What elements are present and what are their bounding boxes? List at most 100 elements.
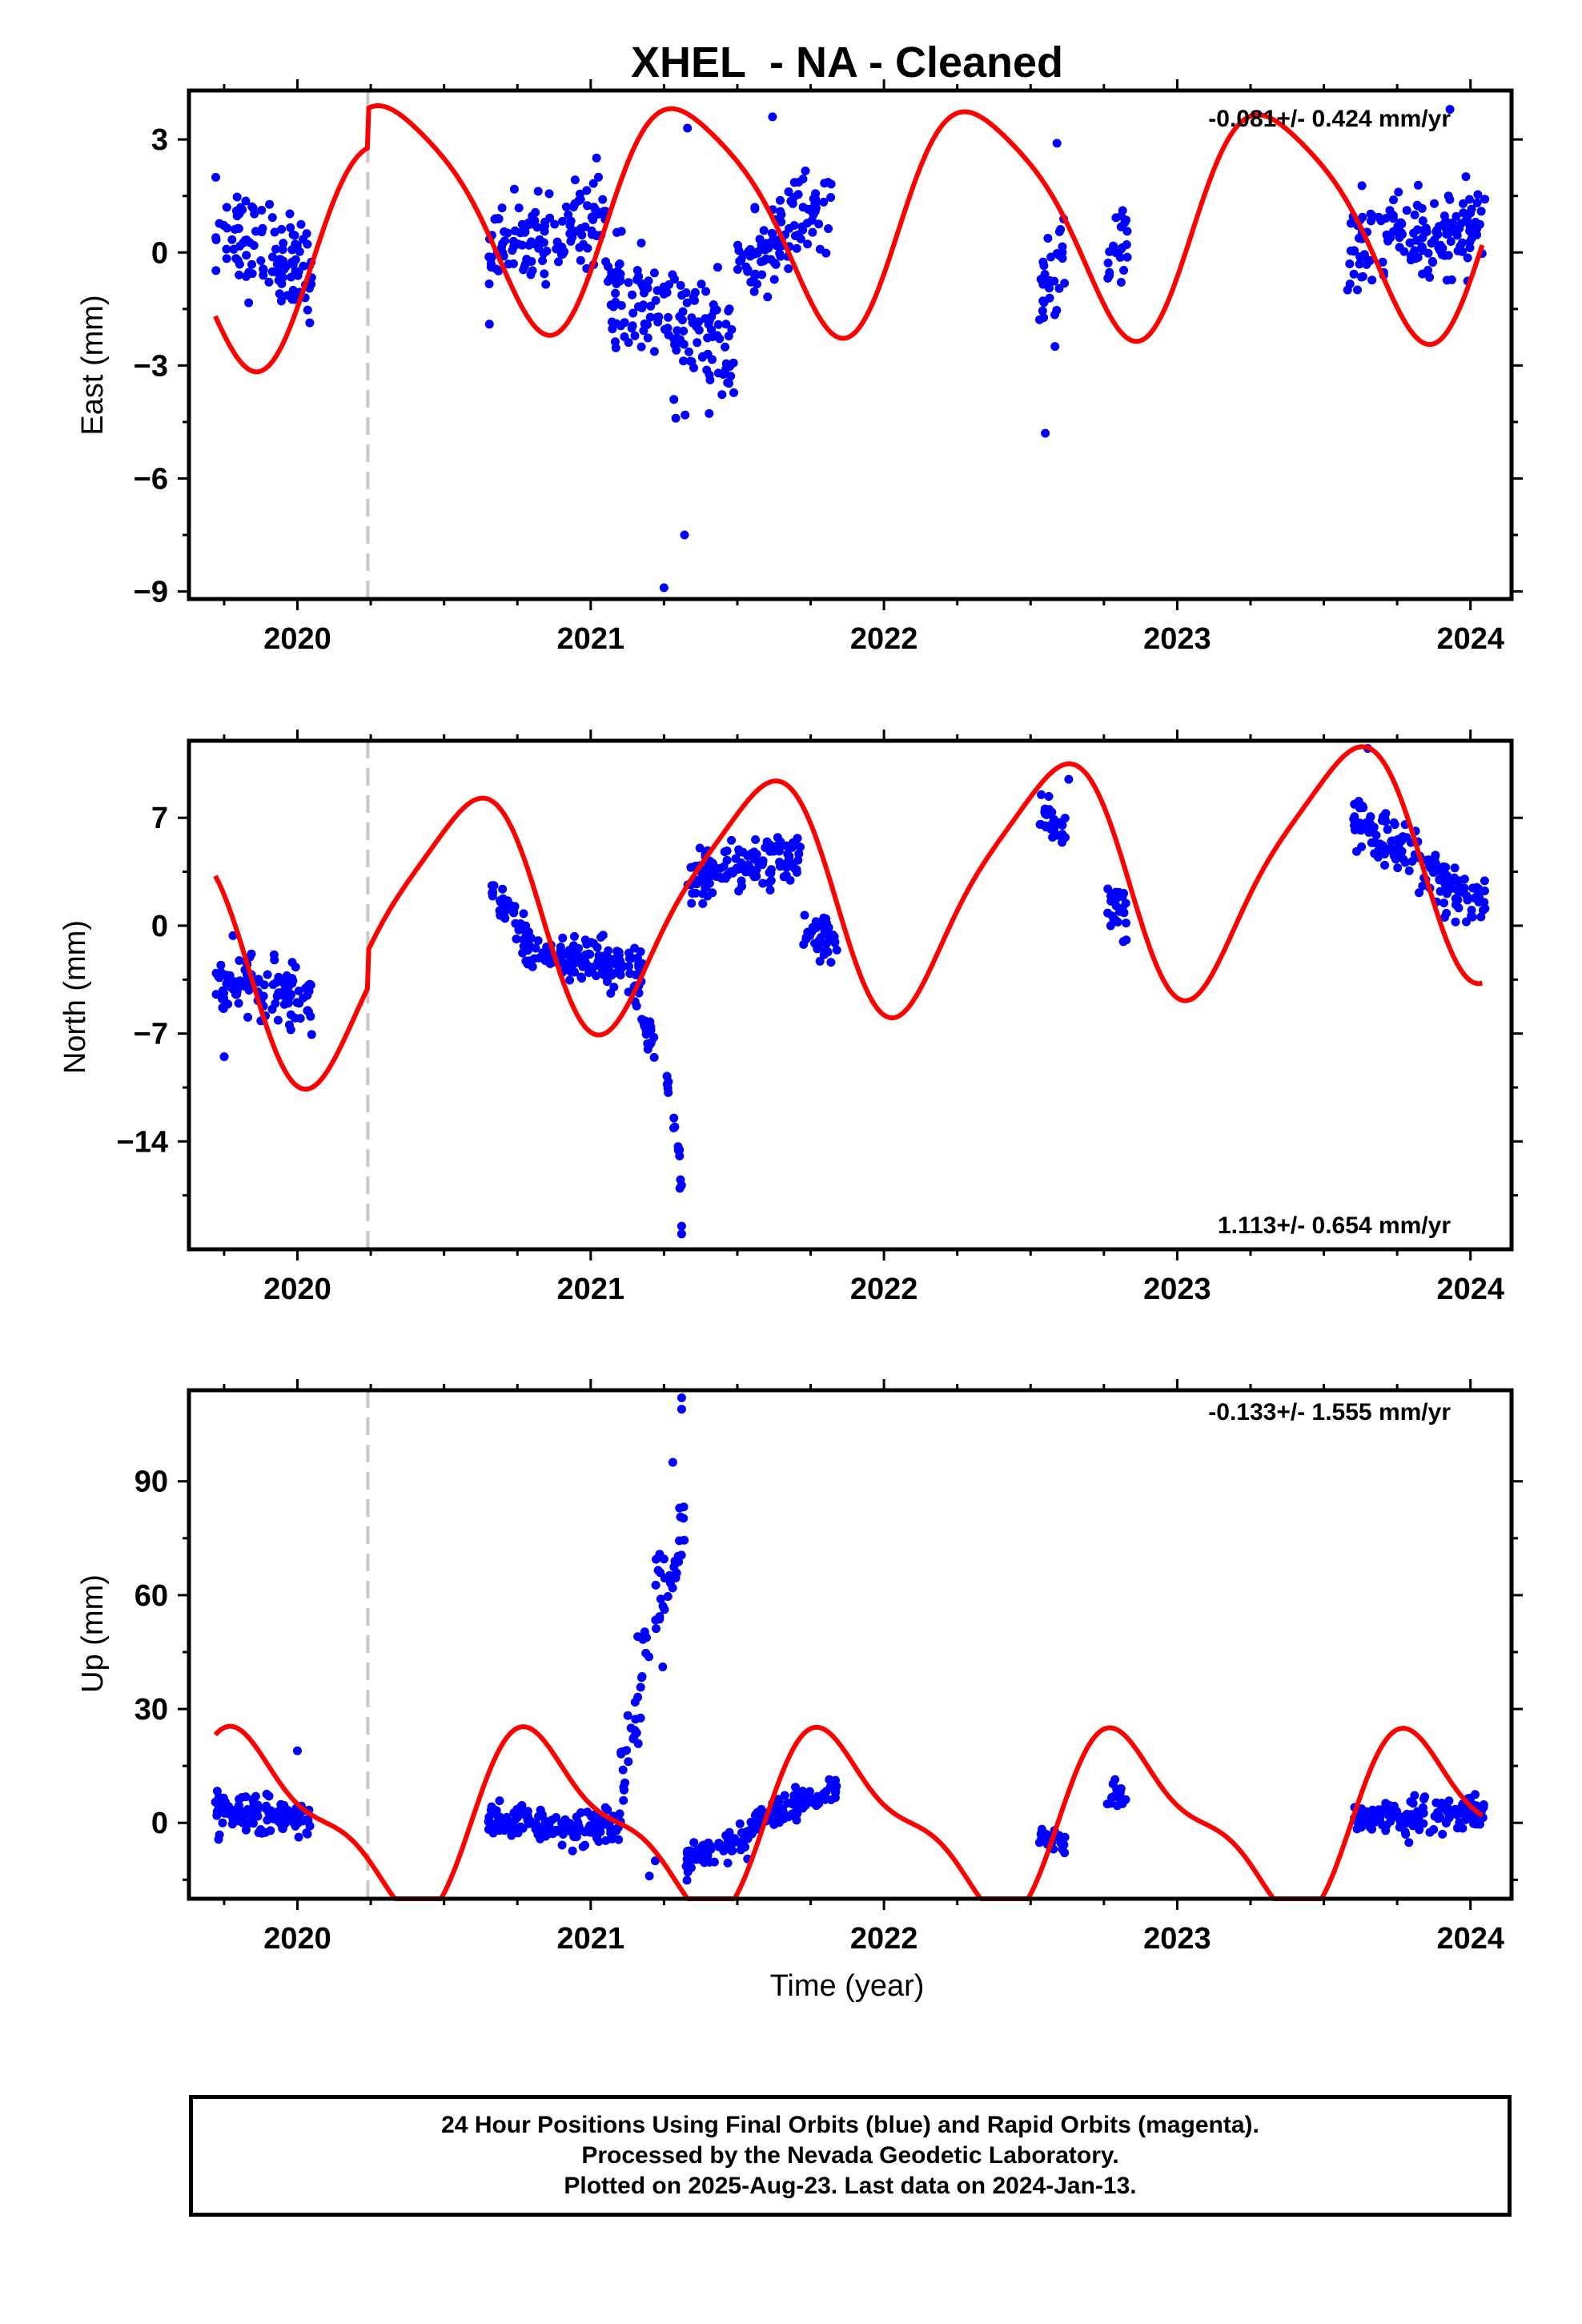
data-point xyxy=(679,1514,689,1523)
data-point xyxy=(557,216,567,226)
data-point xyxy=(214,1792,223,1802)
data-point xyxy=(241,196,251,206)
data-point xyxy=(668,1458,677,1467)
data-point xyxy=(1410,210,1419,219)
data-point xyxy=(599,957,608,966)
data-point xyxy=(737,1841,747,1851)
data-point xyxy=(768,112,777,122)
x-tick-label: 2024 xyxy=(1436,1273,1504,1306)
data-point xyxy=(658,1663,668,1671)
data-point xyxy=(486,259,496,268)
data-point xyxy=(1439,862,1448,871)
data-point xyxy=(1060,1848,1070,1858)
y-tick-label: −6 xyxy=(134,462,168,496)
data-point xyxy=(1462,891,1472,900)
data-point xyxy=(267,1806,276,1815)
data-point xyxy=(635,959,644,968)
data-point xyxy=(496,911,505,920)
data-point xyxy=(705,866,715,875)
data-point xyxy=(675,312,685,321)
data-point xyxy=(694,317,704,327)
data-point xyxy=(214,1807,223,1817)
data-point xyxy=(1398,230,1407,239)
data-point xyxy=(1054,227,1064,236)
data-point xyxy=(614,1835,624,1844)
data-point xyxy=(550,219,560,229)
data-point xyxy=(1115,1788,1125,1798)
data-point xyxy=(623,1711,632,1720)
data-point xyxy=(763,839,772,849)
data-point xyxy=(561,202,571,211)
data-point xyxy=(1451,917,1460,927)
data-point xyxy=(572,1812,581,1822)
data-point xyxy=(649,1032,659,1042)
data-point xyxy=(630,1698,640,1707)
data-point xyxy=(303,1815,313,1825)
data-point xyxy=(1350,812,1359,822)
data-point xyxy=(1114,887,1123,897)
data-point xyxy=(244,267,254,277)
data-point xyxy=(303,239,312,249)
data-point xyxy=(1460,875,1469,884)
data-point xyxy=(576,972,586,982)
data-point xyxy=(640,1016,649,1026)
data-point xyxy=(234,999,243,1008)
data-point xyxy=(725,1827,734,1837)
data-point xyxy=(1352,846,1361,856)
data-point xyxy=(560,950,569,959)
data-point xyxy=(566,955,576,965)
y-tick-label: 0 xyxy=(151,1807,168,1840)
data-point xyxy=(232,192,242,202)
data-point xyxy=(618,962,628,971)
data-point xyxy=(558,1830,568,1839)
data-point xyxy=(570,1821,580,1831)
data-point xyxy=(796,842,805,852)
data-point xyxy=(1472,1819,1481,1829)
data-point xyxy=(1357,181,1367,191)
data-point xyxy=(1441,216,1451,226)
data-point xyxy=(299,261,308,271)
data-point xyxy=(267,1004,277,1014)
data-point xyxy=(636,342,646,352)
data-point xyxy=(1442,908,1452,918)
y-tick-label: 7 xyxy=(151,802,168,835)
data-point xyxy=(708,888,717,898)
data-point xyxy=(650,1856,660,1866)
data-point xyxy=(789,221,799,230)
data-point xyxy=(749,287,759,296)
north-rate-label: 1.113+/- 0.654 mm/yr xyxy=(1218,1212,1451,1239)
data-point xyxy=(649,1052,659,1062)
data-point xyxy=(826,958,836,967)
data-point xyxy=(1437,1799,1447,1807)
data-point xyxy=(1480,876,1489,886)
data-point xyxy=(793,834,802,843)
data-point xyxy=(632,1001,641,1011)
data-point xyxy=(1480,195,1490,204)
data-point xyxy=(701,882,711,891)
data-point xyxy=(557,1819,567,1828)
data-point xyxy=(568,203,578,211)
data-point xyxy=(1371,830,1381,840)
data-point xyxy=(1397,836,1406,846)
data-point xyxy=(533,936,543,946)
data-point xyxy=(598,965,607,975)
data-point xyxy=(294,986,303,995)
data-point xyxy=(288,286,298,295)
data-point xyxy=(713,368,723,378)
data-point xyxy=(580,1827,590,1837)
data-point xyxy=(1404,866,1414,875)
data-point xyxy=(1399,247,1409,256)
data-point xyxy=(690,296,699,305)
data-point xyxy=(588,179,598,188)
data-point xyxy=(1118,903,1127,913)
data-point xyxy=(600,1803,610,1812)
data-point xyxy=(659,583,669,593)
data-point xyxy=(701,287,711,296)
data-point xyxy=(800,911,809,920)
data-point xyxy=(303,305,312,315)
data-point xyxy=(677,338,686,348)
data-point xyxy=(618,1747,628,1756)
data-point xyxy=(279,999,289,1009)
data-point xyxy=(681,288,691,297)
